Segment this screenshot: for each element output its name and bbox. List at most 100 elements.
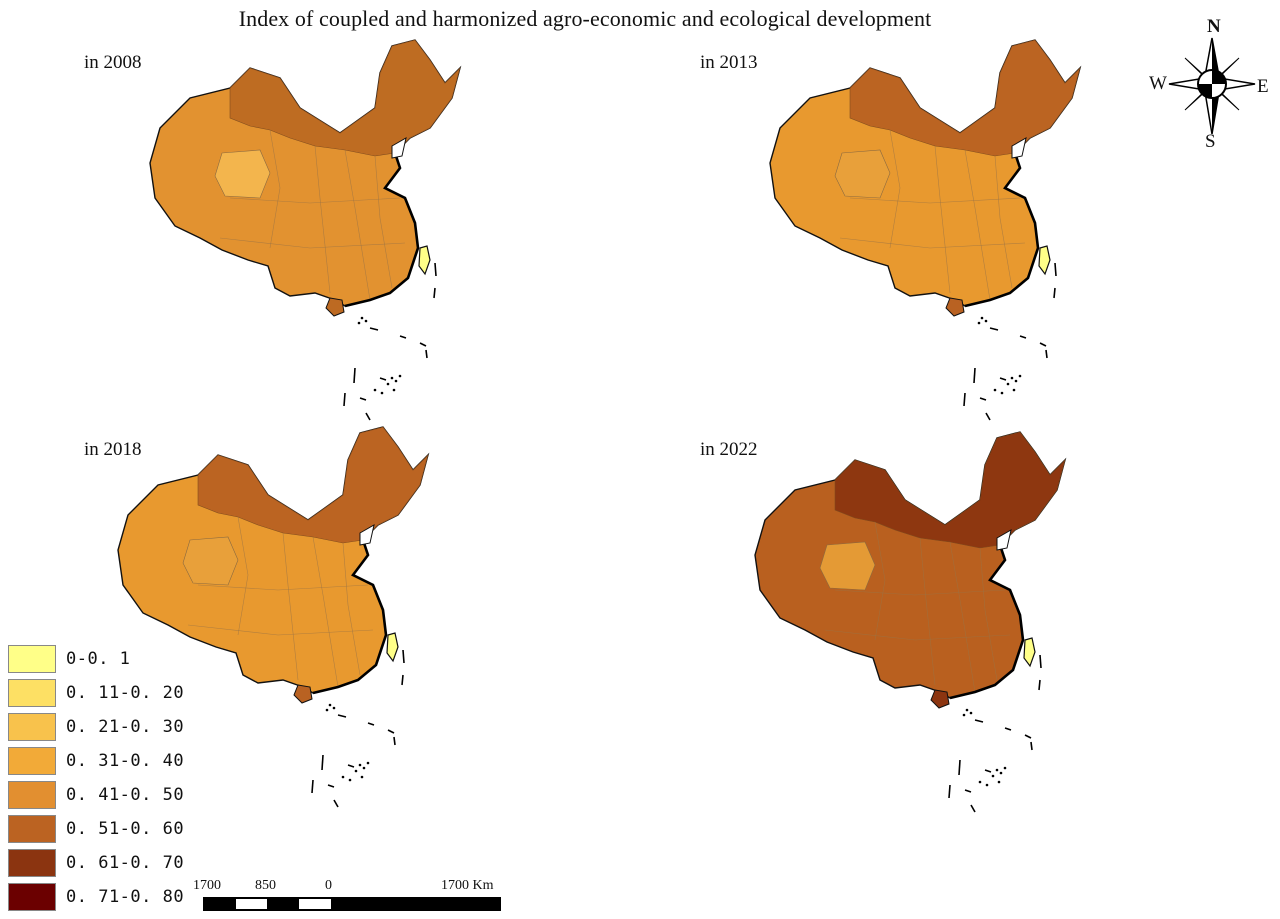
province-boundary [889,129,901,249]
legend-swatch [8,849,56,877]
island-dot [354,769,358,773]
nine-dash-segment [999,377,1007,381]
island-dot [962,713,966,717]
island-dot [977,321,981,325]
bohai-bay [359,524,375,546]
island-dot [341,775,345,779]
island-dot [390,376,394,380]
compass-n-label: N [1207,16,1221,37]
nine-dash-segment [402,649,405,664]
legend-swatch [8,679,56,707]
nine-dash-segment [387,729,395,734]
island-dot [386,382,390,386]
northern-region [834,431,1066,549]
island-dot [1012,388,1016,392]
legend-swatch [8,645,56,673]
island-dot [398,374,402,378]
northern-region [197,426,429,544]
nine-dash-segment [963,392,966,407]
island-dot [360,775,364,779]
compass-rose-icon [1168,37,1256,135]
nine-dash-segment [369,327,379,331]
taiwan-island [418,245,431,276]
island-dot [1018,374,1022,378]
island-dot [357,321,361,325]
china-map-2008 [149,39,462,421]
island-dot [995,768,999,772]
island-dot [1000,391,1004,395]
scale-label-0: 0 [325,878,332,893]
china-map-2018 [117,426,430,808]
province-boundary [237,516,249,636]
northern-region [229,39,461,157]
nine-dash-segment [1024,734,1032,739]
island-dot [394,379,398,383]
island-dot [991,774,995,778]
coastline [964,152,1040,308]
province-boundary [342,542,361,676]
island-dot [969,711,973,715]
nine-dash-segment [989,327,999,331]
province-boundary [219,237,406,249]
nine-dash-segment [958,759,961,776]
island-dot [997,780,1001,784]
taiwan-island [1038,245,1051,276]
nine-dash-segment [1019,335,1027,339]
island-dot [993,388,997,392]
island-dot [328,703,332,707]
legend-label: 0. 41-0. 50 [66,785,185,805]
island-dot [358,763,362,767]
nine-dash-segment [393,736,396,746]
nine-dash-segment [973,367,976,384]
province-boundary [269,129,281,249]
province-boundary [994,155,1013,289]
legend-label: 0. 51-0. 60 [66,819,185,839]
province-boundary [314,145,331,294]
hainan-island [930,689,950,709]
bohai-bay [996,529,1012,551]
northern-region [849,39,1081,157]
hainan-island [945,297,965,317]
nine-dash-segment [401,674,404,686]
legend-label: 0. 11-0. 20 [66,683,185,703]
nine-dash-segment [434,262,437,277]
island-dot [373,388,377,392]
island-dot [978,780,982,784]
nine-dash-segment [1030,741,1033,751]
scale-bar [203,897,501,911]
nine-dash-segment [419,342,427,347]
china-map-2013 [769,39,1082,421]
island-dot [392,388,396,392]
province-boundary [282,532,299,681]
province-boundary [934,145,951,294]
island-dot [1003,766,1007,770]
scale-label-1700: 1700 [193,878,221,893]
nine-dash-segment [367,722,375,726]
legend-label: 0. 31-0. 40 [66,751,185,771]
nine-dash-segment [970,804,976,813]
nine-dash-segment [1039,654,1042,669]
scale-label-850: 850 [255,878,276,893]
coastline [344,152,420,308]
island-dot [360,316,364,320]
interior-region [182,536,239,586]
island-dot [348,778,352,782]
province-boundary [312,536,339,688]
nine-dash-segment [1053,287,1056,299]
legend-swatch [8,713,56,741]
island-dot [1010,376,1014,380]
province-boundary [344,149,371,301]
map-label-2013: in 2013 [700,52,758,73]
province-boundary [187,624,374,636]
nine-dash-segment [399,335,407,339]
legend-swatch [8,815,56,843]
nine-dash-segment [984,769,992,773]
bohai-bay [1011,137,1027,159]
legend-label: 0. 71-0. 80 [66,887,185,907]
province-boundary [919,537,936,686]
compass-s-label: S [1205,131,1216,152]
province-boundary [834,589,1006,596]
map-title: Index of coupled and harmonized agro-eco… [238,6,932,31]
province-boundary [964,149,991,301]
coastline [312,539,388,695]
